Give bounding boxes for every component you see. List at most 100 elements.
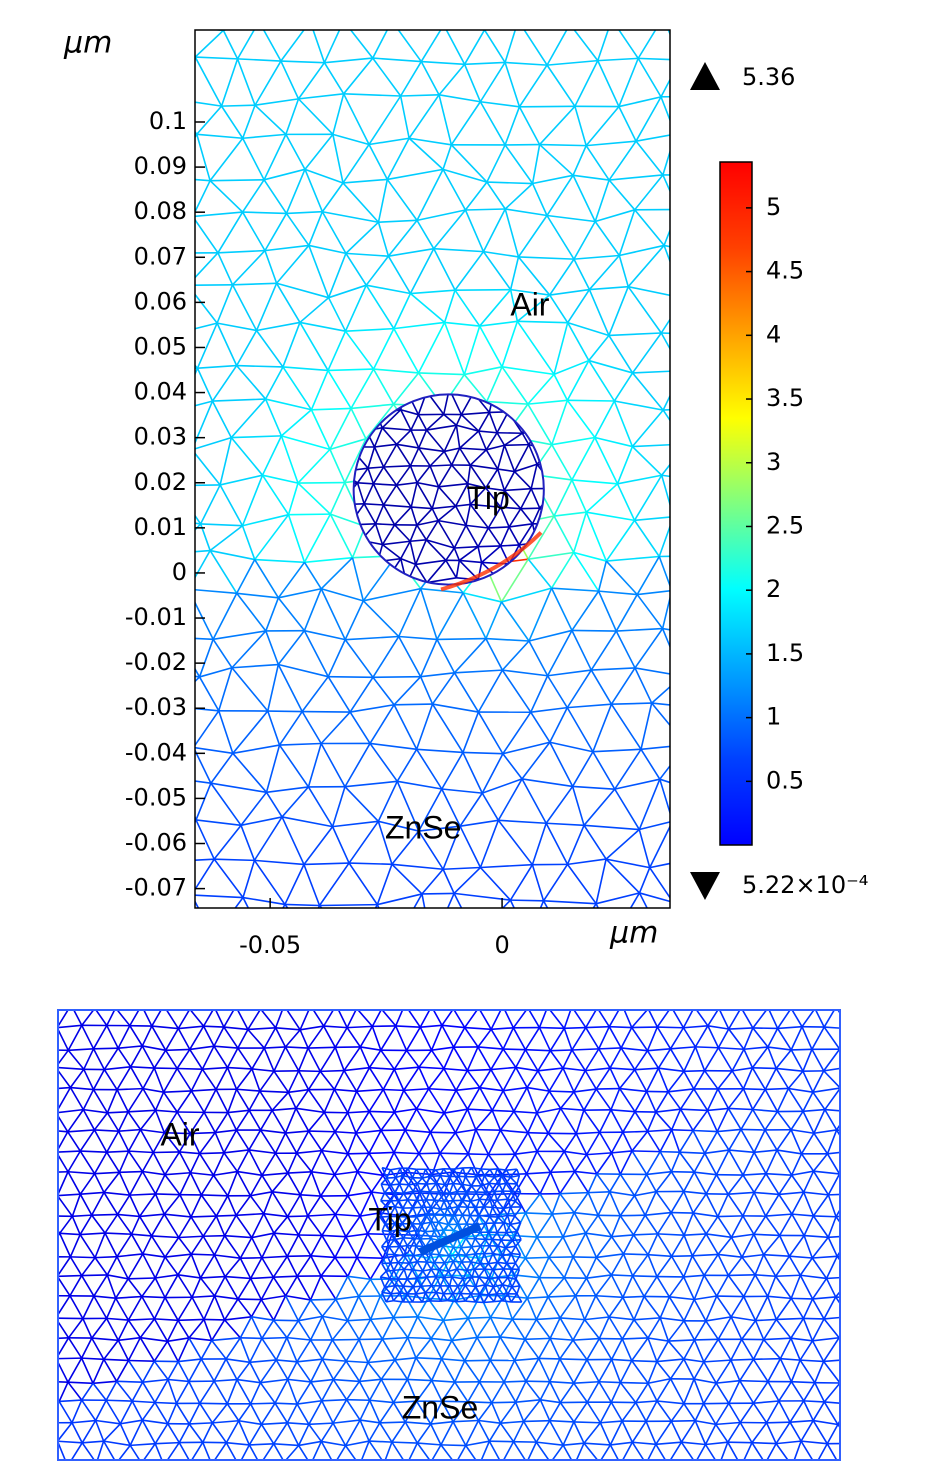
mesh-edge	[228, 1048, 238, 1068]
mesh-edge	[791, 1382, 803, 1401]
mesh-edge	[320, 1071, 334, 1089]
mesh-edge	[220, 438, 231, 485]
mesh-edge	[236, 1214, 264, 1216]
region-label: Air	[510, 286, 549, 322]
mesh-edge	[812, 1256, 837, 1258]
mesh-edge	[346, 563, 355, 582]
mesh-edge	[369, 1423, 380, 1441]
mesh-edge	[142, 1046, 165, 1050]
mesh-edge	[372, 1009, 381, 1026]
mesh-edge	[587, 1382, 599, 1402]
mesh-edge	[549, 1257, 564, 1277]
mesh-edge	[387, 138, 409, 179]
mesh-edge	[321, 744, 345, 787]
mesh-edge	[223, 0, 242, 30]
mesh-edge	[191, 1216, 216, 1217]
mesh-edge	[214, 1006, 235, 1007]
mesh-edge	[552, 588, 572, 630]
mesh-edge	[686, 708, 700, 745]
mesh-edge	[308, 787, 332, 827]
mesh-edge	[419, 1067, 444, 1068]
mesh-edge	[70, 1257, 81, 1276]
mesh-edge	[575, 1171, 588, 1192]
mesh-edge	[96, 1441, 103, 1462]
mesh-edge	[650, 821, 673, 867]
mesh-edge	[370, 1379, 382, 1400]
mesh-edge	[333, 94, 344, 135]
mesh-edge	[684, 1213, 693, 1235]
mesh-edge	[83, 1296, 94, 1318]
y-tick-label: 0.01	[134, 513, 187, 541]
mesh-edge	[477, 1317, 490, 1337]
mesh-edge	[394, 373, 419, 404]
mesh-edge	[647, 1172, 672, 1175]
y-tick-label: 0.07	[134, 242, 187, 270]
mesh-edge	[675, 96, 693, 134]
mesh-edge	[359, 1379, 381, 1381]
mesh-edge	[639, 821, 672, 829]
mesh-edge	[152, 1236, 179, 1238]
mesh-edge	[768, 1028, 778, 1047]
mesh-edge	[476, 1130, 501, 1131]
mesh-edge	[648, 1383, 657, 1401]
mesh-edge	[297, 1153, 312, 1172]
mesh-edge	[599, 1382, 611, 1402]
mesh-edge	[409, 1185, 413, 1191]
mesh-edge	[779, 1194, 792, 1214]
mesh-edge	[93, 1070, 104, 1090]
mesh-edge	[332, 563, 355, 564]
mesh-edge	[492, 1402, 516, 1403]
mesh-edge	[70, 1088, 93, 1090]
mesh-edge	[394, 1109, 416, 1112]
mesh-edge	[550, 742, 593, 751]
y-tick-label: 0.1	[149, 107, 187, 135]
mesh-edge	[298, 63, 324, 99]
mesh-edge	[335, 1172, 358, 1175]
mesh-edge	[596, 1275, 612, 1296]
mesh-edge	[275, 1403, 287, 1423]
mesh-edge	[813, 1278, 827, 1298]
mesh-edge	[373, 637, 399, 678]
mesh-edge	[48, 988, 60, 1008]
mesh-edge	[238, 1299, 252, 1317]
mesh-edge	[693, 1194, 706, 1213]
mesh-edge	[153, 1153, 165, 1175]
mesh-edge	[663, 629, 683, 676]
mesh-edge	[255, 61, 281, 105]
mesh-edge	[261, 1130, 276, 1153]
mesh-edge	[80, 1215, 92, 1234]
mesh-edge	[48, 1172, 58, 1195]
mesh-edge	[394, 705, 417, 750]
mesh-edge	[427, 1277, 432, 1286]
mesh-edge	[413, 1207, 422, 1208]
mesh-edge	[538, 1051, 550, 1071]
mesh-edge	[392, 0, 420, 21]
mesh-edge	[813, 1216, 836, 1217]
mesh-edge	[32, 1401, 59, 1402]
mesh-edge	[497, 1191, 503, 1200]
mesh-edge	[104, 1340, 118, 1359]
mesh-edge	[489, 1423, 500, 1441]
mesh-edge	[764, 1255, 790, 1257]
mesh-edge	[616, 595, 637, 632]
mesh-edge	[357, 1008, 373, 1026]
mesh-edge	[251, 1383, 261, 1404]
mesh-edge	[660, 1152, 671, 1172]
mesh-edge	[142, 1420, 167, 1424]
mesh-edge	[60, 1216, 73, 1233]
mesh-edge	[501, 602, 529, 641]
mesh-edge	[363, 578, 388, 579]
mesh-edge	[788, 1071, 803, 1088]
mesh-edge	[425, 1169, 435, 1170]
mesh-edge	[632, 410, 663, 446]
mesh-edge	[485, 30, 506, 63]
mesh-edge	[636, 1403, 646, 1422]
mesh-edge	[488, 986, 503, 1006]
mesh-edge	[502, 367, 554, 375]
mesh-edge	[485, 1192, 494, 1193]
mesh-edge	[591, 668, 635, 670]
mesh-edge	[417, 704, 433, 749]
mesh-edge	[564, 1134, 576, 1152]
mesh-edge	[454, 1300, 468, 1318]
mesh-edge	[850, 1067, 863, 1090]
